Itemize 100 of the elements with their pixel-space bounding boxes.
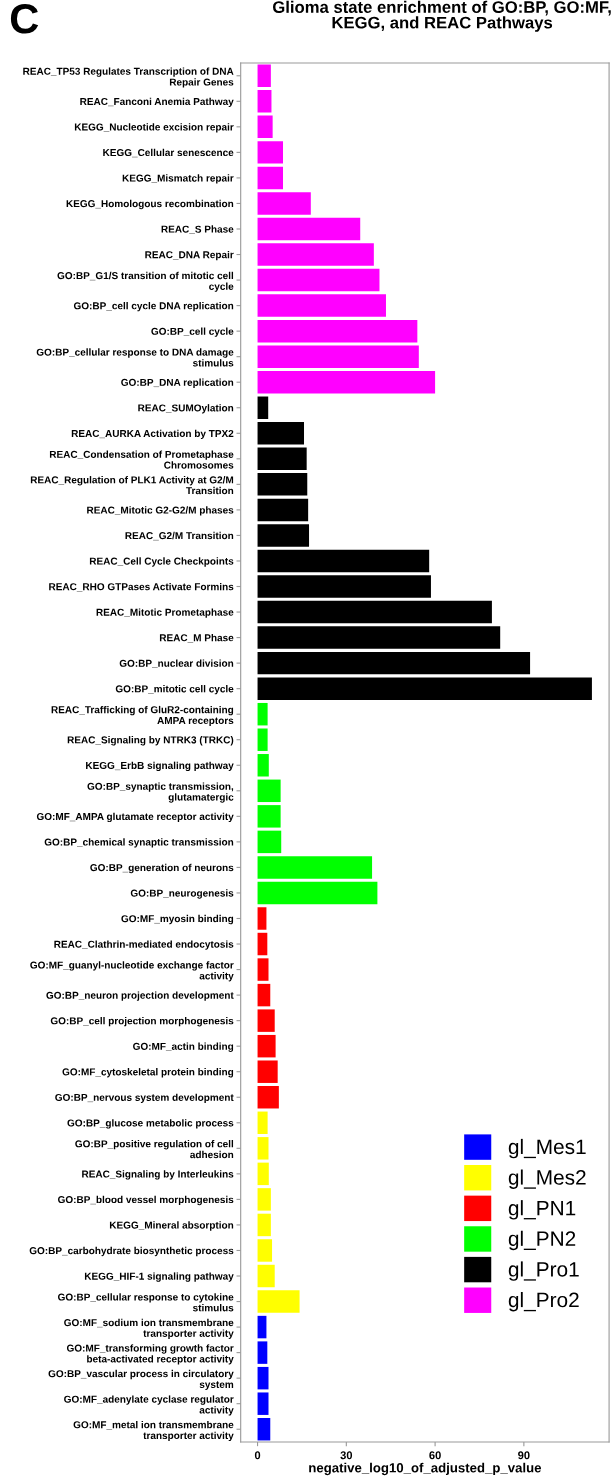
bar (257, 422, 305, 445)
y-tick-label: REAC_Regulation of PLK1 Activity at G2/M Transition (30, 476, 234, 495)
bar (257, 856, 373, 879)
bar (257, 549, 430, 573)
y-tick-label: REAC_TP53 Regulates Transcription of DNA Repair Genes (23, 67, 234, 88)
bar (257, 1009, 275, 1032)
y-tick-label: GO:BP_nervous system development (55, 1093, 234, 1103)
bar (257, 370, 436, 394)
bar (257, 115, 273, 139)
bar (257, 702, 268, 726)
y-tick-label: GO:BP_positive regulation of cell adhesion (75, 1140, 234, 1159)
legend-label: gl_PN2 (508, 1230, 576, 1251)
y-tick-label: GO:BP_nuclear division (119, 659, 234, 668)
bar (257, 1034, 276, 1058)
legend-label: gl_PN1 (508, 1200, 576, 1220)
y-tick-label: GO:BP_cell projection morphogenesis (50, 1017, 234, 1027)
y-tick-label: GO:BP_DNA replication (121, 378, 234, 388)
text: C (10, 4, 39, 34)
y-tick-label: KEGG_HIF-1 signaling pathway (84, 1272, 234, 1282)
y-tick-label: REAC_Signaling by NTRK3 (TRKC) (67, 736, 234, 746)
bar (257, 447, 307, 471)
y-tick-label: GO:MF_cytoskeletal protein binding (62, 1068, 234, 1078)
bar (257, 830, 282, 854)
bar (257, 294, 386, 317)
y-tick-label: GO:BP_blood vessel morphogenesis (58, 1195, 234, 1206)
y-tick-label: GO:MF_AMPA glutamate receptor activity (36, 812, 234, 823)
bar (257, 1162, 269, 1186)
y-tick-label: KEGG_Homologous recombination (66, 199, 234, 210)
bar (257, 1392, 269, 1415)
bar (257, 268, 380, 292)
y-tick-label: REAC_Signaling by Interleukins (82, 1170, 234, 1180)
y-tick-label: GO:BP_vascular process in circulatory system (48, 1369, 234, 1390)
y-tick-label: GO:BP_cell cycle (151, 327, 234, 337)
legend-label: gl_Mes1 (508, 1138, 586, 1159)
y-tick-label: REAC_SUMOylation (138, 404, 234, 414)
y-tick-label: REAC_Mitotic G2-G2/M phases (87, 506, 234, 516)
bar (257, 473, 308, 496)
bar (257, 677, 592, 700)
y-tick-label: GO:BP_mitotic cell cycle (115, 685, 234, 695)
y-tick-label: REAC_Fanconi Anemia Pathway (80, 97, 234, 107)
bar (257, 90, 272, 113)
y-tick-label: REAC_Clathrin-mediated endocytosis (54, 940, 234, 950)
legend-label: gl_Pro2 (508, 1292, 579, 1312)
legend-label: gl_Mes2 (508, 1169, 586, 1189)
bar (257, 779, 281, 803)
bar (257, 1239, 273, 1262)
y-tick-label: GO:MF_actin binding (133, 1042, 234, 1052)
y-tick-label: GO:BP_neuron projection development (46, 991, 234, 1001)
bar (257, 1137, 269, 1160)
bar (257, 958, 269, 981)
legend-label: gl_Pro1 (508, 1261, 579, 1281)
bar (257, 64, 271, 87)
bar (257, 524, 310, 547)
y-tick-label: GO:BP_cellular response to DNA damage stimulus (36, 348, 234, 367)
y-tick-label: GO:BP_synaptic transmission, glutamatergic (87, 782, 234, 803)
y-tick-label: GO:BP_G1/S transition of mitotic cell cycle (57, 271, 234, 292)
bar (257, 1341, 268, 1364)
y-tick-label: GO:BP_cellular response to cytokine stimulus (58, 1293, 234, 1312)
chart-title: Glioma state enrichment of GO:BP, GO:MF, KEGG, and REAC Pathways (273, 0, 611, 32)
y-tick-label: REAC_Condensation of Prometaphase Chromosomes (49, 450, 234, 469)
x-tick-label: 60 (429, 1451, 441, 1460)
y-tick-label: REAC_S Phase (161, 225, 234, 234)
y-tick-label: GO:MF_myosin binding (121, 914, 234, 925)
y-tick-label: KEGG_Cellular senescence (103, 148, 234, 158)
bar (257, 1213, 271, 1237)
bar (257, 907, 267, 930)
bar (257, 626, 501, 649)
bar (257, 728, 268, 751)
y-tick-label: KEGG_Mineral absorption (109, 1221, 234, 1231)
x-tick-label: 0 (254, 1451, 261, 1460)
y-tick-label: REAC_Cell Cycle Checkpoints (89, 557, 234, 567)
bar (257, 498, 309, 522)
bar (257, 932, 268, 956)
bar (257, 805, 281, 828)
y-tick-label: GO:BP_chemical synaptic transmission (44, 838, 234, 848)
bar (257, 1060, 278, 1083)
y-tick-label: GO:BP_generation of neurons (90, 863, 234, 874)
y-tick-label: GO:MF_guanyl-nucleotide exchange factor activity (30, 961, 234, 982)
y-tick-label: GO:BP_cell cycle DNA replication (73, 301, 234, 312)
x-axis-title: negative_log10_of_adjusted_p_value (309, 1462, 542, 1476)
bar (257, 575, 431, 598)
bar (257, 319, 418, 343)
y-tick-label: GO:MF_sodium ion transmembrane transporter activity (64, 1318, 234, 1339)
bar (257, 243, 374, 266)
bar (257, 1264, 275, 1288)
bar (257, 983, 271, 1007)
y-tick-label: GO:MF_adenylate cyclase regulator activity (64, 1395, 234, 1416)
y-tick-label: GO:BP_glucose metabolic process (67, 1119, 234, 1129)
y-tick-label: GO:MF_metal ion transmembrane transporter activity (73, 1420, 234, 1442)
bar (257, 345, 419, 368)
y-tick-label: GO:BP_neurogenesis (130, 889, 234, 899)
y-tick-label: REAC_DNA Repair (145, 250, 234, 261)
bar (257, 141, 283, 164)
bar (257, 881, 378, 905)
y-tick-label: REAC_M Phase (159, 633, 234, 643)
bar (257, 1418, 271, 1441)
bar (257, 1290, 300, 1313)
bar (257, 1111, 268, 1135)
bar (257, 166, 283, 190)
bar (257, 1188, 271, 1211)
